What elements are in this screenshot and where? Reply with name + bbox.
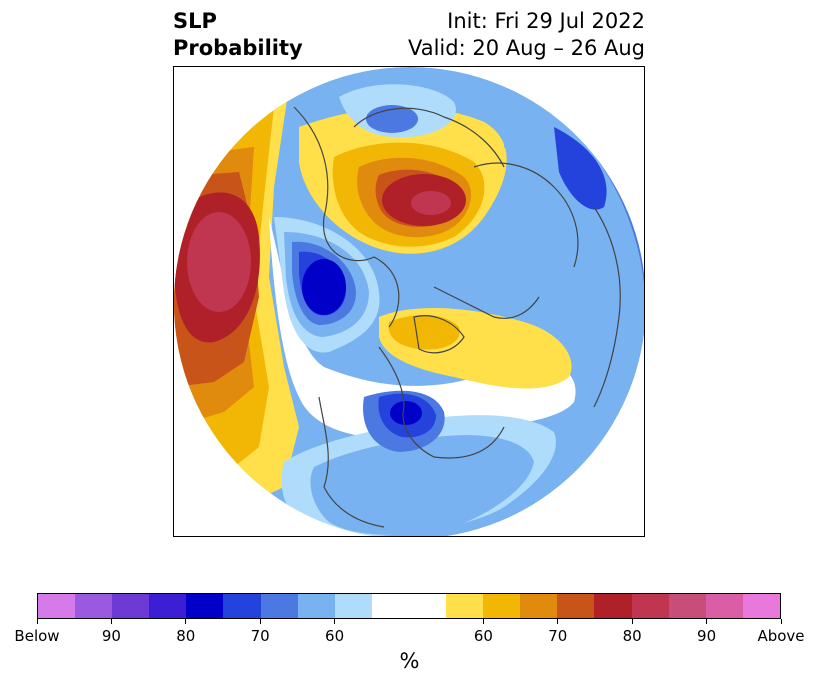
colorbar-segment — [75, 594, 113, 618]
colorbar-tick-label: 60 — [325, 627, 345, 645]
colorbar-segment — [334, 594, 372, 618]
title-variable: SLP — [173, 9, 217, 33]
init-date: Init: Fri 29 Jul 2022 — [447, 9, 645, 33]
colorbar-tick-label: 60 — [473, 627, 493, 645]
colorbar-tick — [780, 619, 782, 624]
colorbar-tick-label: 90 — [697, 627, 717, 645]
colorbar-segment — [223, 594, 261, 618]
greenland-above-65 — [388, 315, 460, 350]
colorbar-segment — [297, 594, 335, 618]
colorbar-tick — [36, 619, 38, 624]
colorbar-tick — [706, 619, 708, 624]
colorbar-unit: % — [399, 649, 420, 673]
colorbar-tick-label: 80 — [176, 627, 196, 645]
canada-below-80 — [302, 259, 346, 315]
valid-range: Valid: 20 Aug – 26 Aug — [407, 36, 645, 60]
colorbar-segment — [557, 594, 595, 618]
na-below-65 — [310, 435, 534, 535]
colorbar-ticks: Below 90 80 70 60 60 70 80 90 Above — [14, 619, 805, 649]
colorbar-tick-label: 70 — [548, 627, 568, 645]
title-left: SLP Probability — [173, 8, 303, 62]
map-panel — [173, 66, 645, 537]
colorbar-segment — [408, 594, 447, 618]
colorbar-segment — [631, 594, 669, 618]
colorbar-segment — [742, 594, 780, 618]
colorbar-segment — [371, 594, 409, 618]
colorbar-tick-label: 90 — [101, 627, 121, 645]
probability-map — [174, 67, 644, 536]
colorbar-segment — [112, 594, 150, 618]
colorbar-segment — [668, 594, 706, 618]
europe-below-75 — [554, 127, 607, 210]
colorbar-tick — [185, 619, 187, 624]
colorbar-tick — [631, 619, 633, 624]
colorbar-tick — [334, 619, 336, 624]
colorbar-tick-label: Above — [757, 627, 805, 645]
colorbar-segment — [446, 594, 484, 618]
coastlines — [293, 106, 621, 528]
colorbar-tick-label: 80 — [622, 627, 642, 645]
colorbar-tick-label: Below — [14, 627, 60, 645]
title-type: Probability — [173, 36, 303, 60]
colorbar-segment — [38, 594, 76, 618]
na-below-80 — [390, 401, 422, 425]
colorbar-tick — [557, 619, 559, 624]
colorbar-tick-label: 70 — [250, 627, 270, 645]
colorbar-segment — [149, 594, 187, 618]
pacific-above-85 — [187, 212, 251, 312]
colorbar-segment — [186, 594, 224, 618]
colorbar-tick — [110, 619, 112, 624]
colorbar-tick — [259, 619, 261, 624]
colorbar — [37, 593, 781, 619]
colorbar-segment — [483, 594, 521, 618]
colorbar-segment — [594, 594, 632, 618]
colorbar-tick — [482, 619, 484, 624]
colorbar-segment — [705, 594, 743, 618]
title-right: Init: Fri 29 Jul 2022 Valid: 20 Aug – 26… — [408, 8, 645, 62]
colorbar-segment — [520, 594, 558, 618]
colorbar-segment — [260, 594, 298, 618]
siberia-above-85 — [411, 191, 451, 215]
